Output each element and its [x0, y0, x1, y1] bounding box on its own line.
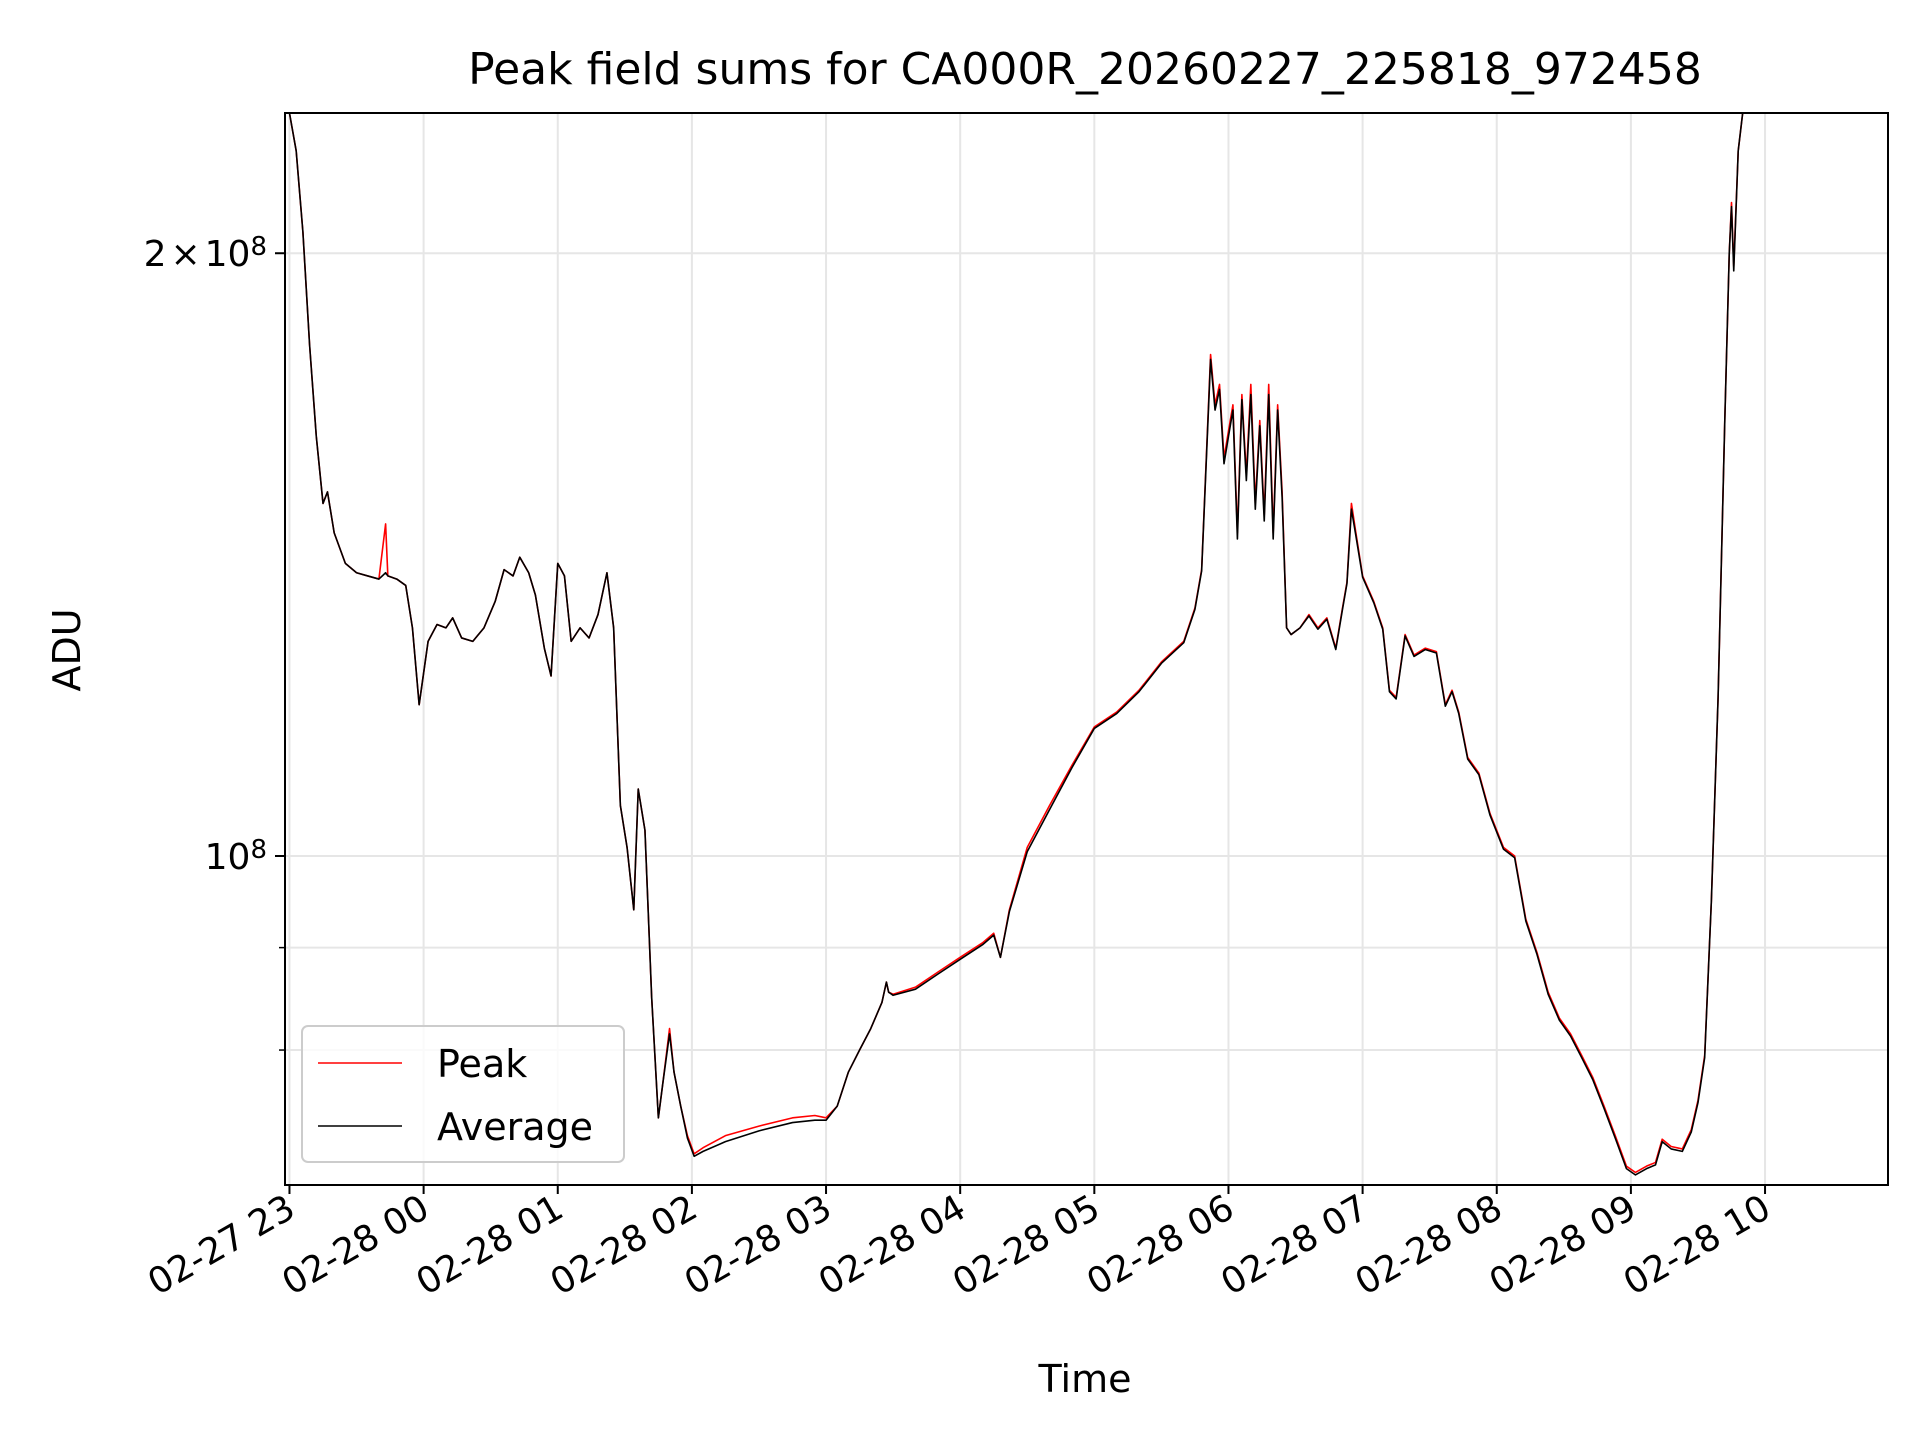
y-tick-base: 10 [205, 234, 251, 275]
legend: Peak Average [301, 1025, 625, 1163]
x-axis-label: Time [1038, 1357, 1132, 1401]
legend-peak-label: Peak [437, 1042, 527, 1086]
y-tick-label: 2 × 108 [144, 232, 267, 275]
y-tick-times: × [170, 234, 200, 275]
y-tick-base: 10 [205, 837, 251, 878]
y-tick-exponent: 8 [250, 232, 267, 262]
y-axis-label: ADU [45, 608, 89, 691]
plot-frame [284, 112, 1889, 1186]
y-tick-exponent: 8 [250, 835, 267, 865]
legend-box [301, 1025, 625, 1163]
chart-title: Peak field sums for CA000R_20260227_2258… [468, 44, 1702, 95]
legend-average-label: Average [437, 1105, 593, 1149]
grid-layer [285, 113, 1888, 1185]
series-layer [288, 113, 1752, 1176]
y-tick-mantissa: 2 [144, 234, 167, 275]
series-line-average [288, 113, 1752, 1176]
y-tick-label: 108 [205, 835, 267, 878]
